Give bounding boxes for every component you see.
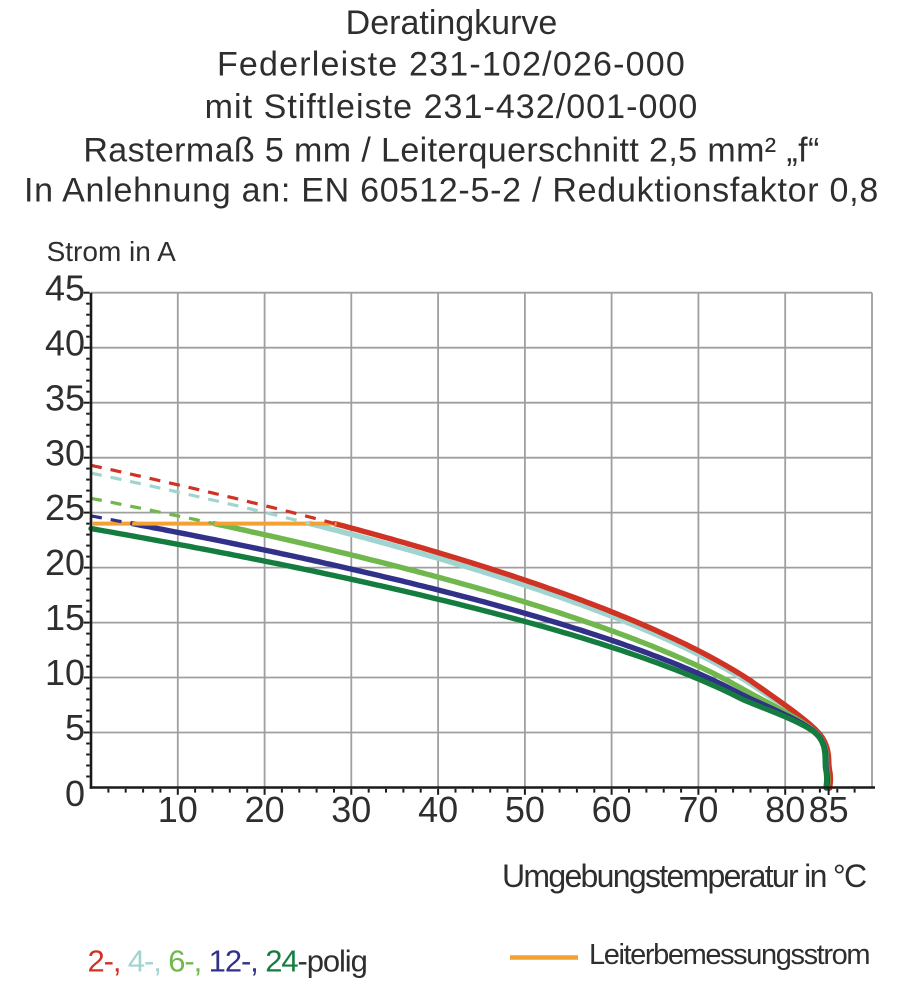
svg-text:40: 40 bbox=[418, 789, 458, 830]
svg-text:45: 45 bbox=[45, 267, 85, 308]
svg-text:15: 15 bbox=[45, 597, 85, 638]
svg-text:35: 35 bbox=[45, 377, 85, 418]
svg-text:10: 10 bbox=[158, 789, 198, 830]
svg-text:25: 25 bbox=[45, 487, 85, 528]
svg-text:Leiterbemessungsstrom: Leiterbemessungsstrom bbox=[589, 939, 869, 971]
svg-text:2-, 4-, 6-, 12-, 24-polig: 2-, 4-, 6-, 12-, 24-polig bbox=[88, 944, 367, 979]
svg-text:mit Stiftleiste 231-432/001-00: mit Stiftleiste 231-432/001-000 bbox=[205, 88, 699, 126]
svg-text:Rastermaß 5 mm / Leiterquersch: Rastermaß 5 mm / Leiterquerschnitt 2,5 m… bbox=[83, 132, 819, 170]
svg-text:30: 30 bbox=[45, 432, 85, 473]
svg-text:20: 20 bbox=[45, 542, 85, 583]
svg-text:Federleiste 231-102/026-000: Federleiste 231-102/026-000 bbox=[217, 46, 686, 84]
svg-text:Umgebungstemperatur in °C: Umgebungstemperatur in °C bbox=[502, 858, 866, 894]
svg-text:In Anlehnung an: EN 60512-5-2: In Anlehnung an: EN 60512-5-2 / Reduktio… bbox=[24, 172, 879, 210]
svg-text:60: 60 bbox=[592, 789, 632, 830]
svg-text:0: 0 bbox=[65, 773, 85, 814]
svg-text:20: 20 bbox=[245, 789, 285, 830]
svg-text:30: 30 bbox=[331, 789, 371, 830]
svg-text:Strom in A: Strom in A bbox=[47, 236, 176, 267]
svg-text:80: 80 bbox=[765, 789, 805, 830]
svg-text:85: 85 bbox=[809, 789, 849, 830]
svg-text:Deratingkurve: Deratingkurve bbox=[346, 4, 558, 42]
svg-text:10: 10 bbox=[45, 652, 85, 693]
svg-text:40: 40 bbox=[45, 322, 85, 363]
svg-text:5: 5 bbox=[65, 707, 85, 748]
svg-text:70: 70 bbox=[678, 789, 718, 830]
svg-text:50: 50 bbox=[505, 789, 545, 830]
